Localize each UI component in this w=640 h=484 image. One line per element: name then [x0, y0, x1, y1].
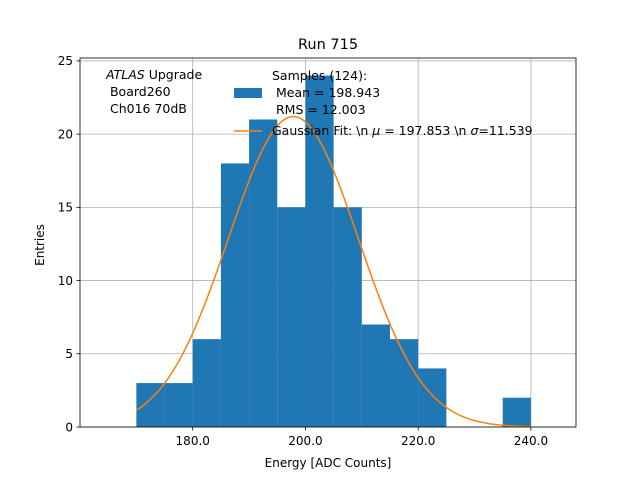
legend-fit-mu: μ [371, 123, 380, 138]
x-tick-label: 200.0 [288, 434, 322, 448]
x-tick-label: 240.0 [514, 434, 548, 448]
atlas-label: ATLAS Upgrade [105, 67, 202, 82]
histogram-bar [418, 368, 447, 427]
histogram-bar [249, 119, 278, 427]
x-tick-label: 180.0 [176, 434, 210, 448]
histogram-bar [192, 339, 221, 427]
legend-histogram-swatch [234, 88, 262, 98]
histogram-bar [333, 207, 362, 427]
atlas-annotation: ATLAS Upgrade Board260 Ch016 70dB [105, 67, 202, 116]
channel-label: Ch016 70dB [106, 101, 187, 116]
legend-fit-post: =11.539 [478, 123, 532, 138]
y-tick-label: 5 [65, 347, 73, 361]
legend-fit-pre: Gaussian Fit: \n [272, 123, 372, 138]
legend-rms: RMS = 12.003 [272, 102, 366, 117]
histogram-bar [390, 339, 419, 427]
histogram-bar [220, 163, 250, 427]
legend-fit-label: Gaussian Fit: \n μ = 197.853 \n σ=11.539 [272, 123, 533, 138]
legend-fit-sigma: σ [470, 123, 479, 138]
y-tick-label: 20 [58, 127, 73, 141]
histogram-bar [277, 207, 306, 427]
y-tick-label: 0 [65, 420, 73, 434]
upgrade-text: Upgrade [145, 67, 203, 82]
histogram-bar [164, 383, 193, 427]
x-tick-label: 220.0 [401, 434, 435, 448]
atlas-text: ATLAS [105, 67, 145, 82]
legend-header: Samples (124): [272, 68, 367, 83]
histogram-bar [502, 397, 531, 427]
legend-fit-mid: = 197.853 \n [380, 123, 470, 138]
y-tick-label: 10 [58, 274, 73, 288]
histogram-bar [361, 324, 390, 427]
legend: Samples (124): Mean = 198.943 RMS = 12.0… [234, 68, 533, 138]
y-tick-label: 15 [58, 201, 73, 215]
gaussian-fit [135, 115, 531, 428]
plot-frame [79, 57, 577, 428]
gaussian-fit-curve [135, 115, 531, 428]
axis-ticks: 180.0 200.0 220.0 240.0 0 5 10 15 20 25 [58, 54, 548, 448]
y-axis-label: Entries [33, 224, 47, 266]
x-axis-label: Energy [ADC Counts] [265, 456, 392, 470]
y-tick-label: 25 [58, 54, 73, 68]
legend-mean: Mean = 198.943 [272, 85, 380, 100]
histogram-bars [136, 75, 531, 428]
chart-title: Run 715 [298, 37, 358, 53]
board-label: Board260 [106, 84, 171, 99]
histogram-bar [305, 75, 334, 428]
